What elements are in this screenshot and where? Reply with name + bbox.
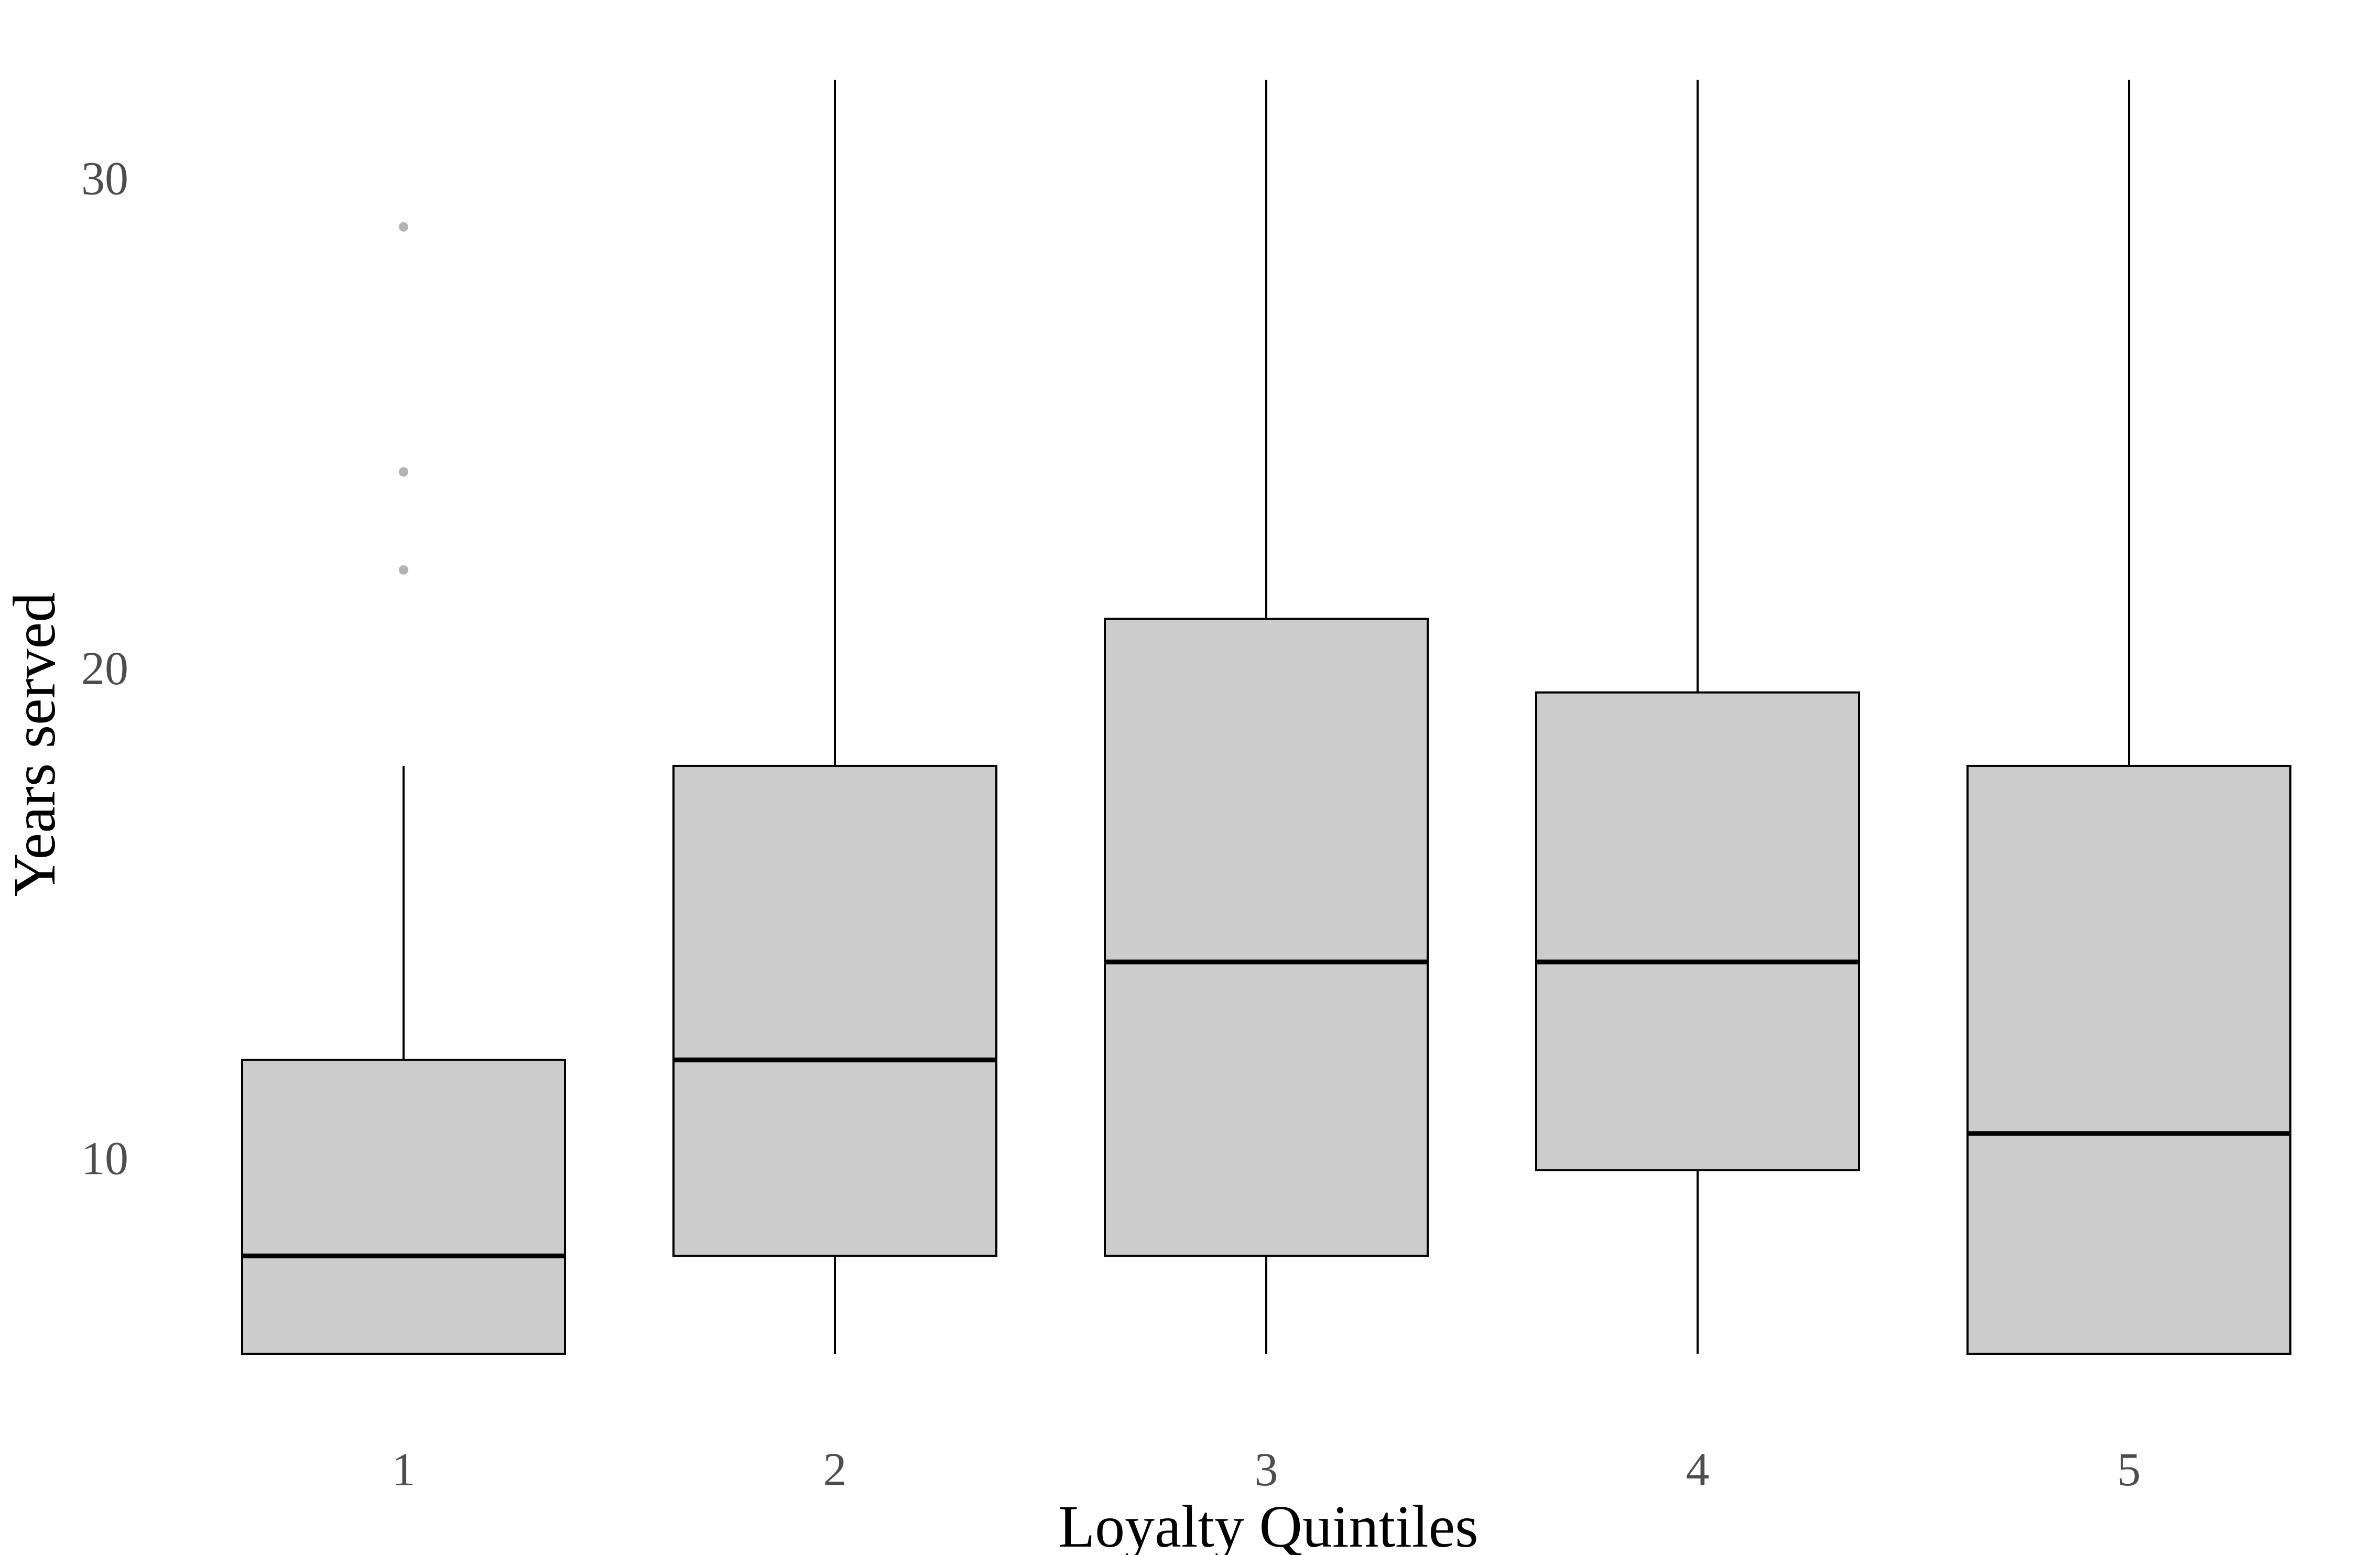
box-group-1 xyxy=(241,222,566,1355)
outlier-point xyxy=(399,565,408,575)
box xyxy=(1535,691,1860,1172)
y-tick-label: 10 xyxy=(81,1133,128,1185)
x-tick-label: 1 xyxy=(392,1444,416,1496)
box xyxy=(1104,618,1429,1257)
x-axis-ticks: 1 2 3 4 5 xyxy=(392,1444,2141,1496)
x-tick-label: 4 xyxy=(1686,1444,1710,1496)
box-group-3 xyxy=(1104,80,1429,1354)
outlier-point xyxy=(399,467,408,477)
x-tick-label: 2 xyxy=(823,1444,847,1496)
y-axis-title: Years served xyxy=(1,592,68,897)
box xyxy=(241,1059,566,1355)
box-group-5 xyxy=(1966,80,2291,1355)
y-tick-label: 20 xyxy=(81,643,128,695)
box xyxy=(672,764,997,1257)
plot-area xyxy=(241,80,2291,1355)
outlier-point xyxy=(399,222,408,232)
box xyxy=(1966,764,2291,1355)
box-group-2 xyxy=(672,80,997,1354)
x-tick-label: 3 xyxy=(1255,1444,1278,1496)
x-tick-label: 5 xyxy=(2117,1444,2141,1496)
box-group-4 xyxy=(1535,80,1860,1354)
x-axis-title: Loyalty Quintiles xyxy=(1058,1493,1478,1555)
y-tick-label: 30 xyxy=(81,153,128,204)
y-axis-ticks: 10 20 30 xyxy=(81,153,128,1184)
